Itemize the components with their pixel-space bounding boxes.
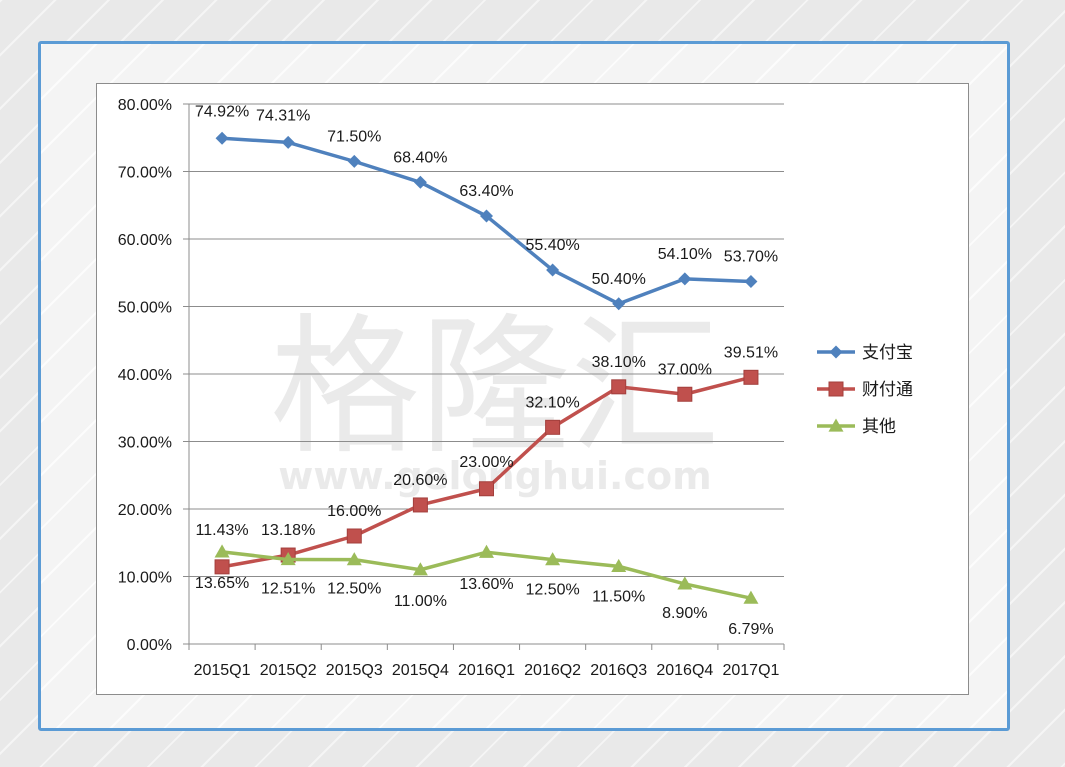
data-point xyxy=(413,175,427,189)
data-point xyxy=(546,263,560,277)
data-label: 68.40% xyxy=(393,149,447,166)
data-label: 23.00% xyxy=(459,454,513,471)
data-point xyxy=(280,552,296,566)
data-point xyxy=(480,209,493,223)
x-tick-label: 2015Q2 xyxy=(260,662,317,679)
data-label: 8.90% xyxy=(662,605,707,622)
data-point xyxy=(347,154,361,168)
data-label: 12.50% xyxy=(327,581,381,598)
data-point xyxy=(346,528,362,544)
data-label: 13.65% xyxy=(195,575,249,592)
data-label: 32.10% xyxy=(525,394,579,411)
data-point xyxy=(612,297,626,311)
y-tick-label: 0.00% xyxy=(127,637,172,654)
y-tick-label: 60.00% xyxy=(118,232,172,249)
data-point xyxy=(215,131,229,145)
legend-label: 其他 xyxy=(862,417,896,437)
data-point xyxy=(743,590,759,604)
x-tick-label: 2015Q4 xyxy=(392,662,449,679)
data-label: 37.00% xyxy=(658,361,712,378)
x-tick-label: 2016Q4 xyxy=(656,662,713,679)
legend-marker xyxy=(828,418,844,432)
data-label: 12.50% xyxy=(525,582,579,599)
x-tick-label: 2017Q1 xyxy=(722,662,779,679)
data-label: 71.50% xyxy=(327,128,381,145)
data-label: 39.51% xyxy=(724,344,778,361)
data-label: 6.79% xyxy=(728,621,773,638)
data-point xyxy=(744,275,758,289)
data-label: 54.10% xyxy=(658,246,712,263)
data-point xyxy=(412,497,428,513)
data-label: 74.92% xyxy=(195,103,249,120)
data-label: 11.00% xyxy=(394,593,447,610)
data-point xyxy=(678,272,692,286)
x-tick-label: 2016Q3 xyxy=(590,662,647,679)
y-tick-label: 70.00% xyxy=(118,165,172,182)
y-tick-label: 30.00% xyxy=(118,435,172,452)
data-label: 74.31% xyxy=(256,107,310,124)
x-tick-label: 2016Q1 xyxy=(458,662,515,679)
watermark-logo: 格隆汇 xyxy=(270,301,720,475)
data-label: 55.40% xyxy=(525,237,579,254)
x-tick-label: 2015Q3 xyxy=(326,662,383,679)
data-label: 13.18% xyxy=(261,522,315,539)
watermark-url: www.gelonghui.com xyxy=(278,454,711,498)
data-label: 53.70% xyxy=(724,249,778,266)
data-label: 13.60% xyxy=(459,576,513,593)
legend-marker xyxy=(829,345,843,359)
data-label: 16.00% xyxy=(327,503,381,520)
data-point xyxy=(214,544,230,558)
data-point xyxy=(545,419,561,435)
x-tick-label: 2016Q2 xyxy=(524,662,581,679)
data-point xyxy=(677,386,693,402)
data-label: 63.40% xyxy=(459,183,513,200)
data-point xyxy=(611,558,627,572)
y-tick-label: 20.00% xyxy=(118,502,172,519)
y-tick-label: 40.00% xyxy=(118,367,172,384)
chart-area: 格隆汇 www.gelonghui.com 0.00% 10.00% 20.00% 30.… xyxy=(96,83,969,695)
data-label: 11.43% xyxy=(196,522,249,539)
data-point xyxy=(545,552,561,566)
legend-label: 支付宝 xyxy=(862,343,913,363)
data-point xyxy=(346,552,362,566)
data-label: 11.50% xyxy=(592,588,645,605)
data-label: 38.10% xyxy=(592,354,646,371)
data-label: 50.40% xyxy=(592,271,646,288)
data-point xyxy=(611,379,627,395)
legend-marker xyxy=(828,381,844,397)
data-point xyxy=(479,544,494,558)
data-point xyxy=(743,369,759,385)
y-tick-label: 80.00% xyxy=(118,97,172,114)
data-label: 12.51% xyxy=(261,581,315,598)
y-tick-label: 10.00% xyxy=(118,570,172,587)
data-point xyxy=(677,576,693,590)
legend-label: 财付通 xyxy=(862,380,913,400)
data-point xyxy=(281,135,295,149)
data-point xyxy=(214,559,230,575)
data-label: 20.60% xyxy=(393,472,447,489)
x-tick-label: 2015Q1 xyxy=(194,662,251,679)
y-tick-label: 50.00% xyxy=(118,300,172,317)
data-point xyxy=(479,481,494,497)
data-point xyxy=(412,562,428,576)
